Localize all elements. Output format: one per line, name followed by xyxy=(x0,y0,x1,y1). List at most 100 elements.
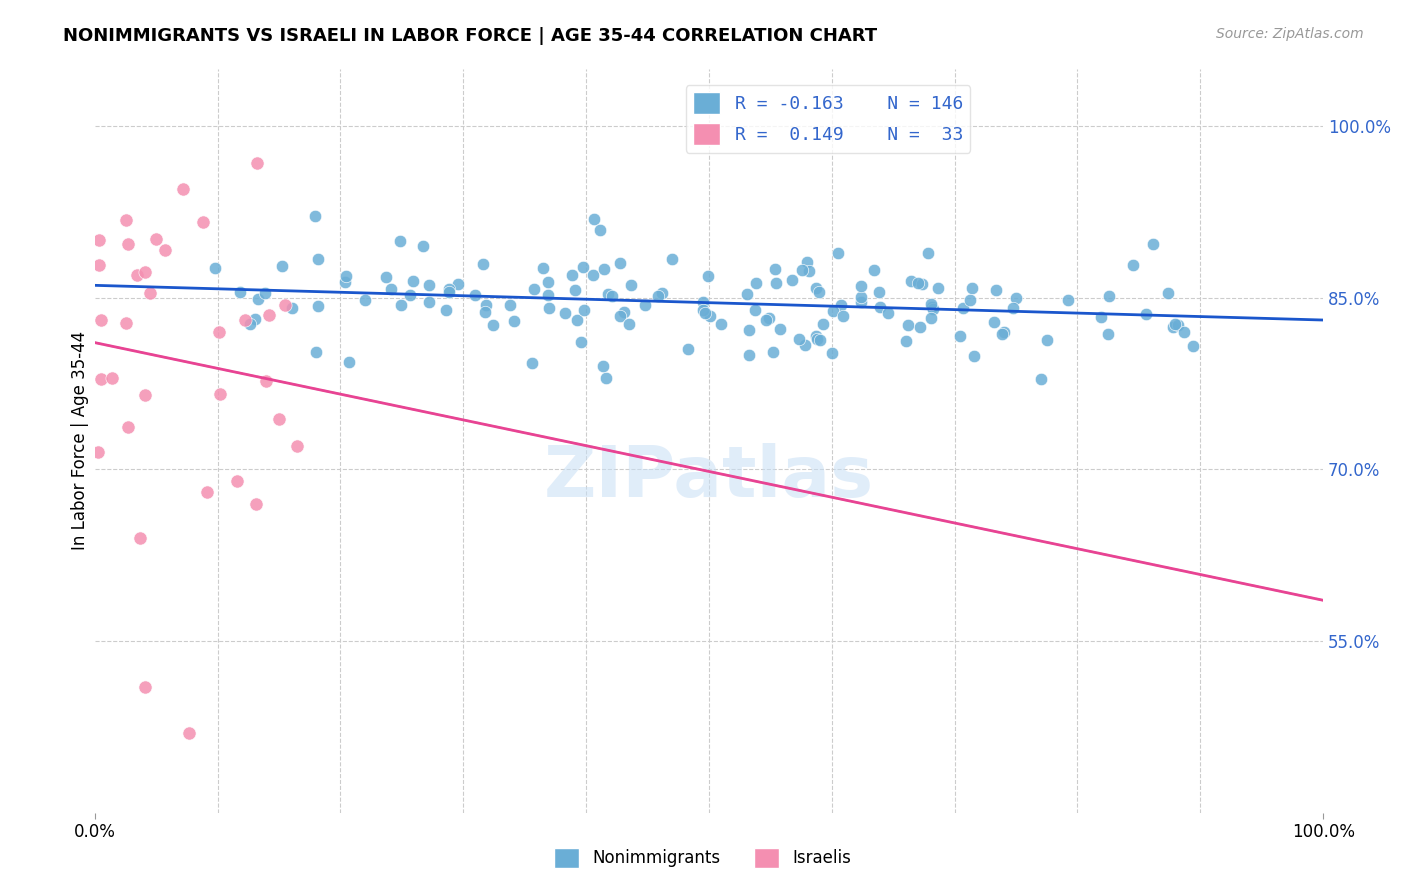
Nonimmigrants xyxy=(647,289,669,303)
Nonimmigrants xyxy=(804,329,827,343)
Text: Source: ZipAtlas.com: Source: ZipAtlas.com xyxy=(1216,27,1364,41)
Nonimmigrants xyxy=(661,252,683,266)
Nonimmigrants xyxy=(335,268,357,283)
Nonimmigrants xyxy=(920,297,942,311)
Nonimmigrants xyxy=(769,322,792,336)
Nonimmigrants xyxy=(863,262,886,277)
Israelis xyxy=(134,388,156,402)
Nonimmigrants xyxy=(270,259,292,273)
Nonimmigrants xyxy=(1181,339,1204,353)
Nonimmigrants xyxy=(797,264,820,278)
Israelis xyxy=(115,212,138,227)
Nonimmigrants xyxy=(464,287,486,301)
Nonimmigrants xyxy=(592,359,614,373)
Nonimmigrants xyxy=(984,283,1007,297)
Israelis xyxy=(208,325,231,339)
Nonimmigrants xyxy=(531,261,554,276)
Nonimmigrants xyxy=(983,315,1005,329)
Nonimmigrants xyxy=(399,287,422,301)
Nonimmigrants xyxy=(868,285,890,299)
Legend: R = -0.163    N = 146, R =  0.149    N =  33: R = -0.163 N = 146, R = 0.149 N = 33 xyxy=(686,85,970,153)
Nonimmigrants xyxy=(806,281,828,295)
Nonimmigrants xyxy=(502,314,524,328)
Nonimmigrants xyxy=(337,354,360,368)
Nonimmigrants xyxy=(907,277,929,291)
Nonimmigrants xyxy=(949,329,972,343)
Israelis xyxy=(87,258,110,272)
Nonimmigrants xyxy=(412,239,434,253)
Israelis xyxy=(139,285,162,300)
Y-axis label: In Labor Force | Age 35-44: In Labor Force | Age 35-44 xyxy=(72,331,89,550)
Nonimmigrants xyxy=(1122,258,1144,272)
Nonimmigrants xyxy=(894,334,917,348)
Nonimmigrants xyxy=(1002,301,1025,316)
Nonimmigrants xyxy=(613,305,636,319)
Nonimmigrants xyxy=(353,293,375,307)
Israelis xyxy=(87,233,110,247)
Nonimmigrants xyxy=(593,261,616,276)
Israelis xyxy=(172,182,194,196)
Nonimmigrants xyxy=(1173,326,1195,340)
Nonimmigrants xyxy=(388,234,411,248)
Nonimmigrants xyxy=(738,323,761,337)
Nonimmigrants xyxy=(877,305,900,319)
Nonimmigrants xyxy=(908,320,931,334)
Nonimmigrants xyxy=(917,246,939,260)
Nonimmigrants xyxy=(1157,285,1180,300)
Nonimmigrants xyxy=(991,326,1014,341)
Nonimmigrants xyxy=(600,289,623,303)
Nonimmigrants xyxy=(1163,318,1185,332)
Nonimmigrants xyxy=(418,278,440,293)
Nonimmigrants xyxy=(380,282,402,296)
Nonimmigrants xyxy=(796,254,818,268)
Nonimmigrants xyxy=(569,335,592,350)
Nonimmigrants xyxy=(806,332,828,346)
Nonimmigrants xyxy=(1036,333,1059,347)
Israelis xyxy=(177,725,200,739)
Nonimmigrants xyxy=(609,256,631,270)
Nonimmigrants xyxy=(790,263,813,277)
Nonimmigrants xyxy=(475,298,498,312)
Israelis xyxy=(90,372,112,386)
Nonimmigrants xyxy=(869,300,891,314)
Nonimmigrants xyxy=(447,277,470,291)
Nonimmigrants xyxy=(582,212,605,227)
Nonimmigrants xyxy=(963,349,986,363)
Nonimmigrants xyxy=(564,283,586,297)
Israelis xyxy=(145,231,167,245)
Nonimmigrants xyxy=(808,333,831,347)
Nonimmigrants xyxy=(537,288,560,302)
Nonimmigrants xyxy=(554,306,576,320)
Nonimmigrants xyxy=(228,285,250,300)
Nonimmigrants xyxy=(900,274,922,288)
Nonimmigrants xyxy=(523,282,546,296)
Nonimmigrants xyxy=(830,297,852,311)
Nonimmigrants xyxy=(1142,237,1164,252)
Nonimmigrants xyxy=(589,222,612,236)
Nonimmigrants xyxy=(693,306,716,320)
Nonimmigrants xyxy=(897,318,920,332)
Nonimmigrants xyxy=(474,304,496,318)
Nonimmigrants xyxy=(993,325,1015,339)
Israelis xyxy=(117,237,139,252)
Nonimmigrants xyxy=(574,303,596,318)
Nonimmigrants xyxy=(375,269,398,284)
Israelis xyxy=(208,386,231,401)
Nonimmigrants xyxy=(1098,289,1121,303)
Nonimmigrants xyxy=(952,301,974,315)
Israelis xyxy=(246,155,269,169)
Israelis xyxy=(195,485,218,500)
Nonimmigrants xyxy=(849,279,872,293)
Nonimmigrants xyxy=(780,273,803,287)
Nonimmigrants xyxy=(281,301,304,316)
Israelis xyxy=(193,215,215,229)
Israelis xyxy=(87,445,110,459)
Nonimmigrants xyxy=(692,295,714,310)
Israelis xyxy=(128,531,150,545)
Nonimmigrants xyxy=(434,303,457,318)
Nonimmigrants xyxy=(1161,320,1184,334)
Nonimmigrants xyxy=(678,343,700,357)
Nonimmigrants xyxy=(807,285,830,299)
Nonimmigrants xyxy=(794,338,817,352)
Israelis xyxy=(100,371,122,385)
